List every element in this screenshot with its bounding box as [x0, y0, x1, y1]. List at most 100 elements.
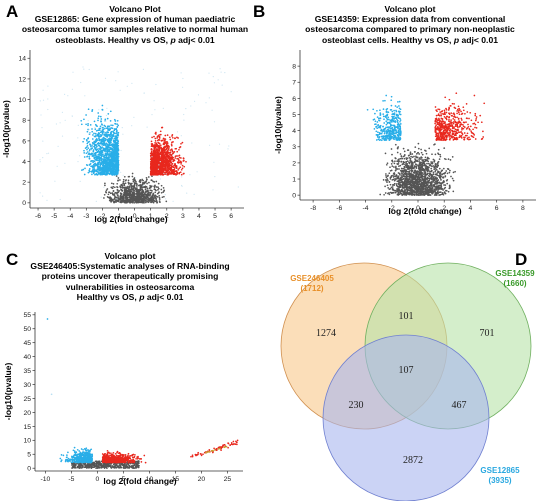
faint-point [228, 145, 230, 147]
down-point [116, 139, 118, 142]
ns-point [122, 186, 125, 189]
down-point [108, 150, 110, 153]
up-point [158, 157, 160, 160]
ns-point [391, 165, 394, 167]
ns-point [418, 160, 421, 162]
ns-point [113, 193, 116, 195]
up-point [171, 150, 174, 153]
ns-point [395, 165, 397, 168]
faint-point [172, 200, 174, 202]
down-point [87, 147, 90, 149]
ns-point [139, 197, 141, 200]
down-point [99, 142, 102, 145]
y-tick-label: 8 [22, 118, 26, 125]
down-point [115, 163, 117, 166]
down-point [100, 134, 103, 137]
ns-point [408, 156, 411, 159]
down-point [106, 139, 109, 142]
ns-point [403, 154, 406, 156]
down-point [83, 173, 86, 176]
faint-point [77, 124, 79, 126]
ns-point [163, 190, 165, 192]
faint-point [181, 176, 183, 178]
down-point [117, 124, 120, 127]
down-point [109, 110, 112, 113]
down-point [97, 171, 99, 174]
panel-c-title: Volcano plot GSE246405:Systematic analys… [30, 251, 230, 302]
down-point [92, 154, 94, 156]
down-point [109, 141, 111, 144]
up-point [162, 153, 164, 155]
down-point [107, 113, 110, 115]
ns-point [134, 199, 137, 201]
up-point [155, 162, 157, 165]
down-point [103, 156, 105, 159]
ns-point [401, 180, 404, 183]
down-point [99, 159, 101, 161]
ns-point [104, 184, 106, 187]
faint-point [142, 68, 144, 70]
x-tick-label: -6 [35, 213, 41, 220]
ns-point [128, 195, 131, 197]
down-point [99, 164, 102, 166]
up-point [176, 157, 178, 160]
down-point [96, 125, 98, 128]
faint-point [104, 131, 106, 133]
up-point [171, 141, 173, 144]
ns-point [436, 164, 439, 167]
ns-point [129, 198, 131, 201]
up-point [162, 165, 165, 168]
down-point [116, 132, 118, 134]
ns-point [106, 195, 109, 198]
up-point [169, 138, 172, 141]
faint-point [61, 111, 64, 113]
faint-point [158, 175, 160, 177]
up-point [163, 149, 166, 152]
ns-point [146, 189, 149, 191]
down-point [110, 151, 113, 153]
ns-point [413, 181, 416, 183]
down-point [94, 165, 96, 167]
faint-point [122, 174, 124, 176]
x-tick-label: 5 [213, 213, 217, 220]
down-point [95, 129, 98, 132]
ns-point [385, 173, 387, 175]
faint-point [57, 145, 59, 147]
ns-point [435, 179, 438, 181]
down-point [88, 133, 91, 135]
down-point [104, 127, 106, 130]
ns-point [389, 169, 392, 172]
down-point [94, 147, 96, 149]
ns-point [133, 201, 136, 204]
ns-point [155, 195, 158, 198]
down-point [94, 128, 97, 130]
down-point [107, 129, 109, 131]
down-point [91, 147, 94, 150]
ns-point [417, 165, 420, 168]
up-point [170, 166, 173, 168]
up-point [174, 155, 177, 158]
up-point [152, 150, 155, 153]
ns-point [107, 193, 110, 196]
ns-point [117, 177, 120, 179]
faint-point [182, 86, 184, 88]
up-point [179, 166, 182, 169]
up-point [181, 167, 184, 170]
ns-point [151, 195, 154, 197]
ns-point [140, 186, 143, 189]
down-point [87, 108, 90, 111]
faint-point [142, 185, 144, 187]
down-point [97, 133, 100, 135]
faint-point [42, 195, 44, 197]
up-point [180, 173, 183, 176]
up-point [162, 161, 165, 164]
up-point [168, 145, 170, 148]
ns-point [409, 151, 412, 154]
down-point [97, 112, 100, 114]
up-point [169, 151, 172, 154]
ns-point [146, 178, 148, 181]
down-point [104, 132, 107, 134]
up-point [185, 160, 187, 163]
down-point [98, 151, 101, 153]
ns-point [146, 198, 148, 200]
